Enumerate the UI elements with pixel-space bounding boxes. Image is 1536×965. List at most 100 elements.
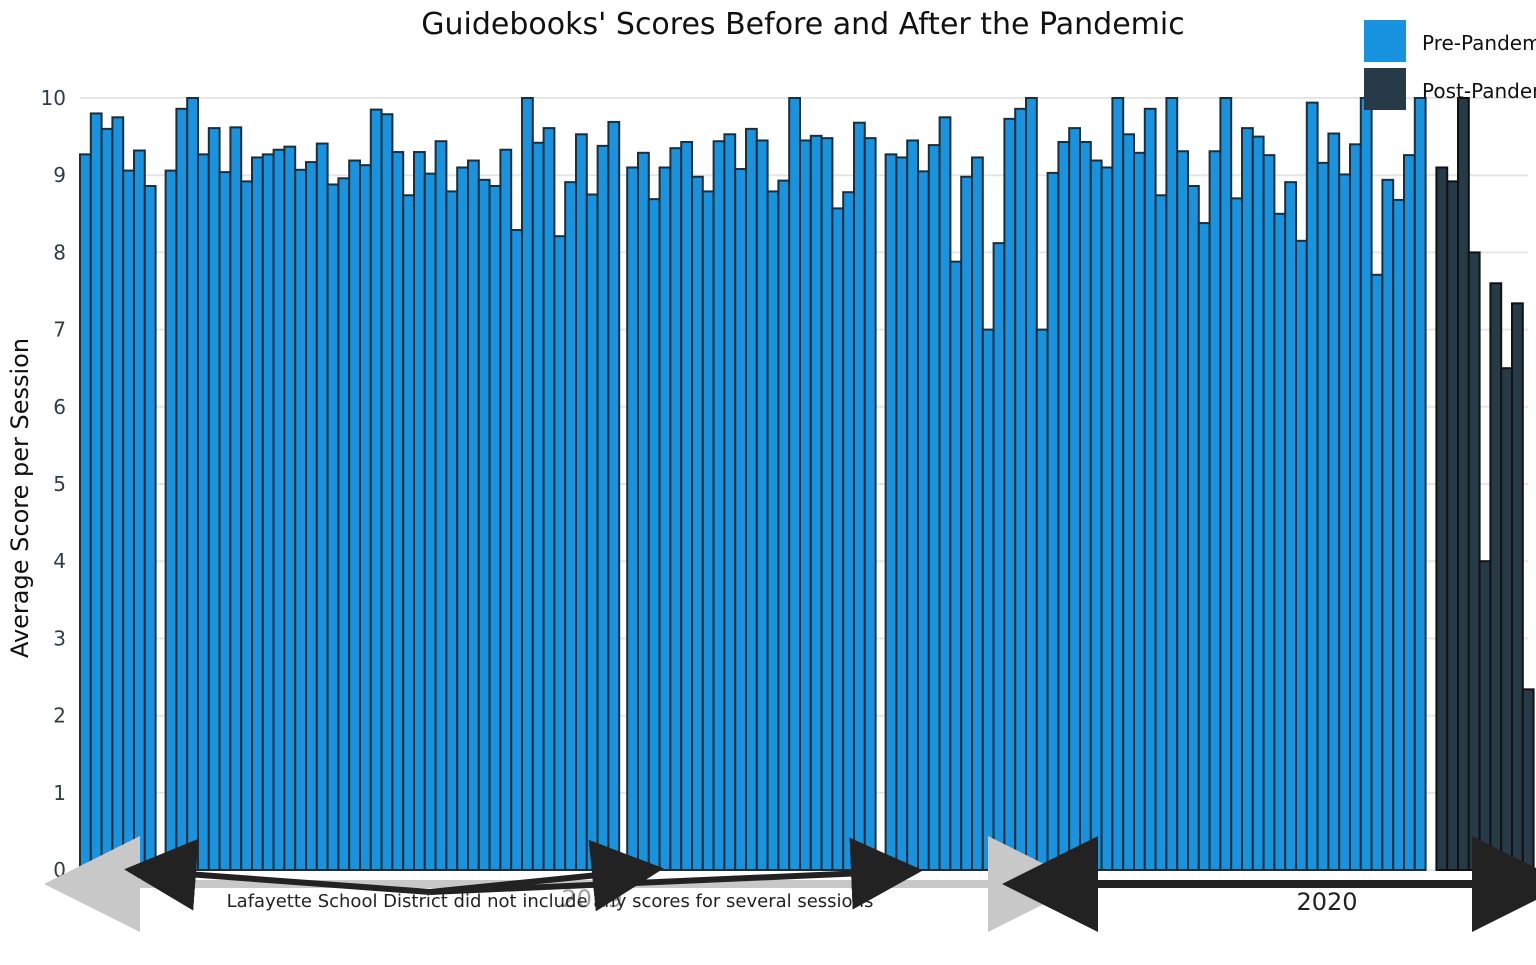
- pre-pandemic-bar: [680, 141, 694, 871]
- pre-pandemic-bar: [1295, 239, 1308, 871]
- pre-pandemic-bar: [1165, 97, 1179, 871]
- pre-pandemic-bar: [1143, 107, 1157, 872]
- legend-item-pre-pandemic: Pre-Pandemic: [1364, 20, 1536, 62]
- pre-pandemic-bar: [971, 156, 984, 872]
- pre-pandemic-bar: [305, 161, 318, 872]
- pre-pandemic-bar: [917, 170, 930, 871]
- y-tick-label: 9: [53, 163, 66, 187]
- pre-pandemic-bar: [777, 179, 791, 871]
- pre-pandemic-bar: [884, 153, 898, 871]
- pre-pandemic-bar: [240, 180, 253, 872]
- pre-pandemic-bar: [348, 159, 362, 872]
- pre-pandemic-bar: [1014, 107, 1028, 872]
- pre-pandemic-bar: [1262, 154, 1276, 872]
- pre-pandemic-bar: [423, 172, 437, 871]
- pre-pandemic-bar: [1154, 194, 1168, 872]
- pre-pandemic-bar: [133, 149, 146, 872]
- pre-pandemic-bar: [1316, 161, 1330, 871]
- pre-pandemic-bar: [949, 260, 963, 871]
- pre-pandemic-bar: [1349, 143, 1362, 871]
- pre-pandemic-bar: [799, 139, 812, 871]
- pre-pandemic-bar: [164, 169, 178, 871]
- legend-item-pre-pandemic-label: Pre-Pandemic: [1422, 31, 1536, 55]
- pre-pandemic-bar: [218, 171, 232, 871]
- legend-item-pre-pandemic-swatch: [1364, 20, 1406, 62]
- legend-item-post-pandemic: Post-Pandemic: [1364, 68, 1536, 110]
- pre-pandemic-bar: [658, 166, 672, 872]
- pre-pandemic-bar: [359, 164, 372, 871]
- pre-pandemic-bar: [1057, 141, 1071, 871]
- pre-pandemic-bar: [272, 148, 286, 871]
- pre-pandemic-bar: [938, 116, 952, 872]
- pre-pandemic-bar: [647, 198, 661, 871]
- y-tick-label: 5: [53, 472, 66, 496]
- pre-pandemic-bar: [927, 144, 941, 872]
- pre-pandemic-bar: [701, 190, 715, 872]
- post-pandemic-bar: [1521, 688, 1535, 871]
- post-pandemic-bar: [1478, 560, 1492, 871]
- y-tick-label: 7: [53, 318, 66, 342]
- pre-pandemic-bar: [564, 181, 578, 871]
- pre-pandemic-bar: [809, 134, 823, 871]
- pre-pandemic-bar: [831, 207, 845, 871]
- pre-pandemic-bar: [1273, 212, 1287, 872]
- post-pandemic-bar: [1457, 97, 1470, 871]
- pre-pandemic-bar: [1197, 222, 1211, 871]
- pre-pandemic-bar: [402, 194, 416, 872]
- pre-pandemic-bar: [186, 97, 199, 871]
- pre-pandemic-bar: [691, 175, 704, 871]
- pre-pandemic-bar: [1187, 185, 1200, 871]
- pre-pandemic-bar: [712, 140, 726, 871]
- pre-pandemic-bar: [1381, 178, 1395, 872]
- y-tick-label: 3: [53, 626, 66, 650]
- pre-pandemic-bar: [766, 190, 780, 872]
- pre-pandemic-bar: [1003, 117, 1017, 872]
- y-tick-label: 10: [41, 86, 66, 110]
- pre-pandemic-bar: [326, 183, 340, 872]
- pre-pandemic-bar: [510, 229, 524, 871]
- pre-pandemic-bar: [1122, 133, 1135, 871]
- pre-pandemic-bar: [723, 133, 737, 871]
- pre-pandemic-bar: [477, 178, 491, 872]
- y-axis-label: Average Score per Session: [6, 338, 34, 658]
- post-pandemic-bar: [1435, 166, 1449, 872]
- pre-pandemic-bar: [521, 97, 534, 871]
- pre-pandemic-bar: [637, 151, 650, 871]
- pre-pandemic-bar: [853, 121, 866, 872]
- pre-pandemic-bar: [1413, 97, 1427, 871]
- pre-pandemic-bar: [1327, 132, 1341, 871]
- legend-item-post-pandemic-label: Post-Pandemic: [1422, 79, 1536, 103]
- pre-pandemic-bar: [456, 166, 470, 872]
- pre-pandemic-bar: [1403, 154, 1416, 872]
- post-pandemic-bar: [1467, 251, 1481, 871]
- chart-title: Guidebooks' Scores Before and After the …: [421, 7, 1184, 42]
- pre-pandemic-bar: [863, 137, 877, 872]
- bar-series: [79, 97, 1535, 872]
- pre-pandemic-bar: [467, 159, 480, 872]
- pre-pandemic-bar: [585, 193, 599, 871]
- pre-pandemic-bar: [1089, 159, 1103, 872]
- pre-pandemic-bar: [1133, 151, 1146, 871]
- pre-pandemic-bar: [1046, 171, 1060, 872]
- pre-pandemic-bar: [261, 153, 275, 871]
- pre-pandemic-bar: [315, 142, 329, 872]
- pre-pandemic-bar: [1111, 97, 1125, 871]
- pre-pandemic-bar: [413, 151, 426, 872]
- pre-pandemic-bar: [1079, 141, 1092, 871]
- pre-pandemic-bar: [1338, 173, 1351, 872]
- pre-pandemic-bar: [669, 147, 683, 871]
- post-pandemic-bar: [1489, 282, 1503, 871]
- pre-pandemic-bar: [531, 141, 545, 871]
- pre-pandemic-bar: [380, 113, 394, 872]
- y-tick-label: 8: [53, 240, 66, 264]
- pre-pandemic-bar: [488, 185, 502, 871]
- y-tick-label: 0: [53, 858, 66, 882]
- pre-pandemic-bar: [89, 112, 103, 871]
- post-pandemic-bar: [1446, 180, 1459, 872]
- pre-pandemic-bar: [842, 191, 856, 871]
- pre-pandemic-bar: [79, 153, 92, 871]
- pre-pandemic-bar: [981, 328, 995, 872]
- pre-pandemic-bar: [337, 177, 351, 871]
- pre-pandemic-bar: [283, 145, 297, 872]
